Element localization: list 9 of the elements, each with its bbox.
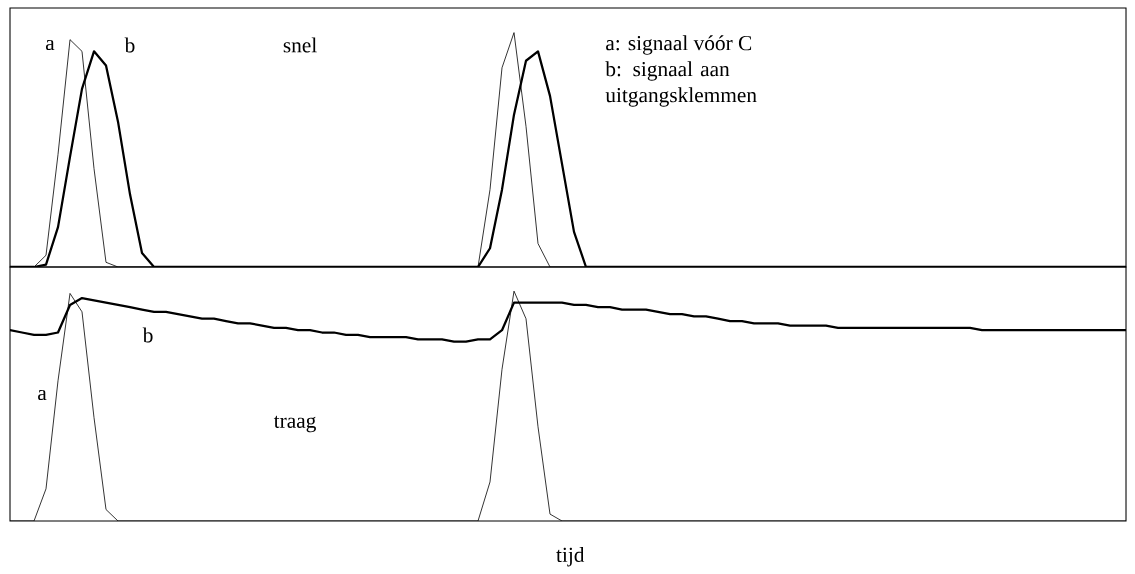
- annotation: snel: [283, 37, 317, 53]
- series-label: a: [45, 40, 55, 51]
- series-label: b: [142, 327, 153, 343]
- annotation: traag: [273, 415, 316, 433]
- series-label: b: [124, 37, 135, 53]
- annotation: b: signaal aan uitgangsklemmen: [605, 61, 757, 107]
- series-label: a: [38, 390, 47, 401]
- annotation: a: signaal vóór C: [606, 35, 752, 55]
- x-axis-title: tijd: [556, 547, 585, 567]
